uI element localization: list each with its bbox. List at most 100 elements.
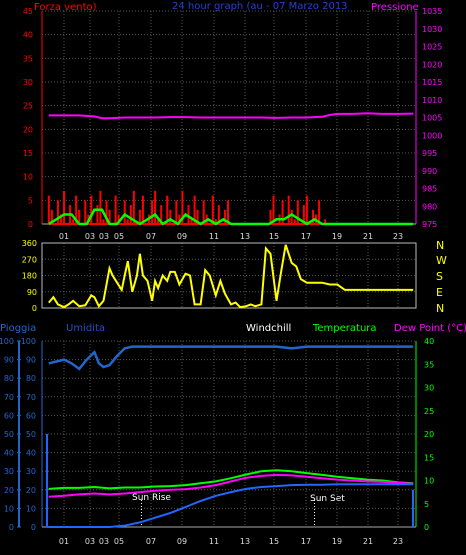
p3-right-tick-label: 15 xyxy=(424,453,434,462)
p1-right-tick-label: 985 xyxy=(422,185,437,194)
p1-right-tick-label: 1030 xyxy=(422,25,442,34)
p3-x-tick-label: 15 xyxy=(269,537,279,546)
p2-y-tick-label: 90 xyxy=(27,288,37,297)
p1-left-tick-label: 45 xyxy=(23,7,33,16)
p3-series-umidita xyxy=(48,345,414,371)
p2-wind-direction-line xyxy=(48,244,414,309)
dir-label-n-top: N xyxy=(436,239,444,252)
p3-series-dew-point-c- xyxy=(48,473,414,498)
p3-humidity-tick-label: 0 xyxy=(31,523,36,532)
p2-y-tick-label: 270 xyxy=(22,255,37,264)
p1-right-tick-label: 1015 xyxy=(422,78,442,87)
p1-left-tick-label: 5 xyxy=(28,196,33,205)
p1-left-tick-label: 10 xyxy=(23,173,33,182)
p1-x-tick-label: 05 xyxy=(114,232,124,241)
p1-x-tick-label: 13 xyxy=(240,232,250,241)
p2-y-tick-label: 360 xyxy=(22,239,37,248)
p3-x-tick-label: 19 xyxy=(332,537,342,546)
p3-x-tick-label: 11 xyxy=(209,537,219,546)
p1-left-tick-label: 0 xyxy=(28,220,33,229)
p3-humidity-tick-label: 80 xyxy=(26,374,36,383)
p1-left-tick-label: 15 xyxy=(23,149,33,158)
p3-humidity-tick-label: 90 xyxy=(26,356,36,365)
p1-x-tick-label: 03 xyxy=(85,232,95,241)
p1-x-tick-label: 07 xyxy=(146,232,156,241)
p3-left-tick-label: 20 xyxy=(4,486,14,495)
p3-right-tick-label: 25 xyxy=(424,407,434,416)
p1-right-tick-label: 975 xyxy=(422,220,437,229)
panel3-label-umidita: Umidita xyxy=(66,323,105,334)
p3-right-tick-label: 10 xyxy=(424,477,434,486)
p3-x-tick-label: 07 xyxy=(146,537,156,546)
p1-right-tick-label: 1035 xyxy=(422,7,442,16)
p3-humidity-tick-label: 70 xyxy=(26,393,36,402)
p3-x-tick-label: 05 xyxy=(114,537,124,546)
panel3-label-temperatura: Temperatura xyxy=(312,323,377,334)
p1-left-tick-label: 20 xyxy=(23,125,33,134)
p1-right-tick-label: 1010 xyxy=(422,96,442,105)
panel1-left-axis-label: Forza vento) xyxy=(34,2,97,13)
panel3-label-windchill: Windchill xyxy=(246,323,291,334)
chart-marks: 0510152025303540459759809859909951000100… xyxy=(0,7,442,546)
p3-left-tick-label: 70 xyxy=(4,393,14,402)
p3-right-tick-label: 0 xyxy=(424,523,429,532)
dir-label-w: W xyxy=(436,254,447,267)
p3-x-tick-label: 21 xyxy=(363,537,373,546)
p3-x-tick-label: 03 xyxy=(85,537,95,546)
p3-humidity-tick-label: 10 xyxy=(26,504,36,513)
p1-x-tick-label: 21 xyxy=(363,232,373,241)
p3-left-tick-label: 100 xyxy=(0,337,14,346)
sun-rise-label: Sun Rise xyxy=(132,493,171,503)
panel3-left-axis-label: Pioggia xyxy=(0,323,36,334)
p2-y-tick-label: 0 xyxy=(32,304,37,313)
p1-left-tick-label: 30 xyxy=(23,78,33,87)
p1-x-tick-label: 17 xyxy=(301,232,311,241)
p2-frame xyxy=(41,242,417,309)
p3-left-tick-label: 10 xyxy=(4,504,14,513)
p1-series-2 xyxy=(48,208,414,226)
sun-set-label: Sun Set xyxy=(310,494,345,504)
p3-humidity-tick-label: 20 xyxy=(26,486,36,495)
p3-x-tick-label: 23 xyxy=(393,537,403,546)
p1-right-tick-label: 990 xyxy=(422,167,437,176)
p3-series-temperatura xyxy=(48,469,414,490)
p1-right-tick-label: 1005 xyxy=(422,114,442,123)
p1-right-tick-label: 980 xyxy=(422,202,437,211)
panel1-right-axis-label: Pressione xyxy=(371,2,419,13)
p3-right-tick-label: 5 xyxy=(424,500,429,509)
p1-right-tick-label: 1000 xyxy=(422,131,442,140)
p3-humidity-tick-label: 60 xyxy=(26,411,36,420)
panel1-title: 24 hour graph (au - 07 Marzo 2013 xyxy=(172,1,348,12)
p1-right-tick-label: 1020 xyxy=(422,60,442,69)
p3-left-tick-label: 80 xyxy=(4,374,14,383)
p3-humidity-tick-label: 30 xyxy=(26,467,36,476)
p3-x-tick-label: 13 xyxy=(240,537,250,546)
p3-left-tick-label: 50 xyxy=(4,430,14,439)
p2-y-tick-label: 180 xyxy=(22,272,37,281)
p1-left-tick-label: 35 xyxy=(23,54,33,63)
dir-label-n-bottom: N xyxy=(436,302,444,315)
p1-right-tick-label: 995 xyxy=(422,149,437,158)
p1-x-tick-label: 23 xyxy=(393,232,403,241)
p1-left-tick-label: 40 xyxy=(23,31,33,40)
p3-left-tick-label: 30 xyxy=(4,467,14,476)
p3-humidity-tick-label: 100 xyxy=(21,337,36,346)
p3-x-tick-label: 17 xyxy=(301,537,311,546)
p1-right-tick-label: 1025 xyxy=(422,43,442,52)
p3-left-tick-label: 0 xyxy=(9,523,14,532)
p1-x-tick-label: 01 xyxy=(59,232,69,241)
panel3-label-dewpoint: Dew Point (°C) xyxy=(394,323,466,334)
p1-x-tick-label: 11 xyxy=(209,232,219,241)
p3-right-tick-label: 35 xyxy=(424,360,434,369)
p3-right-tick-label: 40 xyxy=(424,337,434,346)
p3-left-tick-label: 40 xyxy=(4,449,14,458)
p1-x-tick-label: 09 xyxy=(177,232,187,241)
p1-series-0 xyxy=(48,112,414,120)
p1-x-tick-label: 19 xyxy=(332,232,342,241)
dir-label-e: E xyxy=(436,286,443,299)
p3-x-tick-label: 09 xyxy=(177,537,187,546)
p1-left-tick-label: 25 xyxy=(23,102,33,111)
p3-series-rain xyxy=(48,483,414,528)
p3-left-tick-label: 90 xyxy=(4,356,14,365)
